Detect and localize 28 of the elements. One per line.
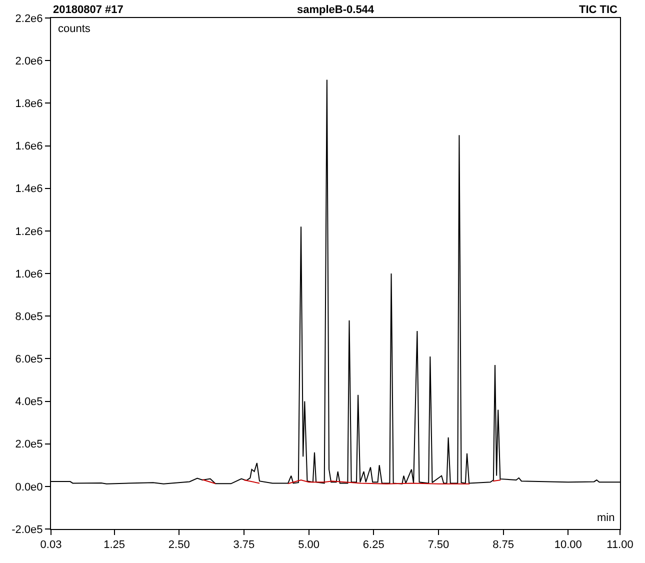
y-tick-label: 2.0e5 [15, 438, 43, 451]
text: 20180807 #17 [53, 4, 124, 16]
x-tick-label: 1.25 [104, 539, 125, 552]
x-tick-label: 3.75 [233, 539, 255, 552]
y-tick-label: 6.0e5 [15, 354, 43, 366]
x-tick-label: 0.03 [40, 539, 62, 552]
text: TIC TIC [579, 4, 618, 16]
y-axis-title: counts [58, 23, 91, 35]
chart-title: sampleB-0.544 [297, 4, 375, 16]
y-tick-label: 1.2e6 [15, 226, 43, 238]
y-tick-label: 1.6e6 [15, 140, 43, 153]
x-tick-label: 2.50 [168, 539, 190, 552]
y-tick-label: 1.4e6 [15, 183, 43, 196]
y-tick-label: 2.0e6 [15, 55, 43, 68]
x-tick-label: 10.00 [554, 539, 582, 552]
y-tick-label: 8.0e5 [15, 310, 43, 323]
y-tick-label: -2.0e5 [12, 524, 43, 536]
y-tick-label: 2.2e6 [15, 12, 43, 25]
y-tick-label: 4.0e5 [15, 396, 43, 408]
y-tick-label: 0.0e0 [15, 481, 43, 494]
x-tick-label: 5.00 [298, 539, 320, 552]
y-tick-label: 1.8e6 [15, 98, 43, 110]
y-tick-label: 1.0e6 [15, 268, 43, 280]
x-tick-label: 7.50 [428, 539, 450, 552]
x-tick-label: 11.00 [606, 539, 634, 552]
x-tick-label: 8.75 [492, 539, 514, 552]
x-tick-label: 6.25 [362, 539, 384, 552]
x-axis-title: min [597, 512, 615, 524]
